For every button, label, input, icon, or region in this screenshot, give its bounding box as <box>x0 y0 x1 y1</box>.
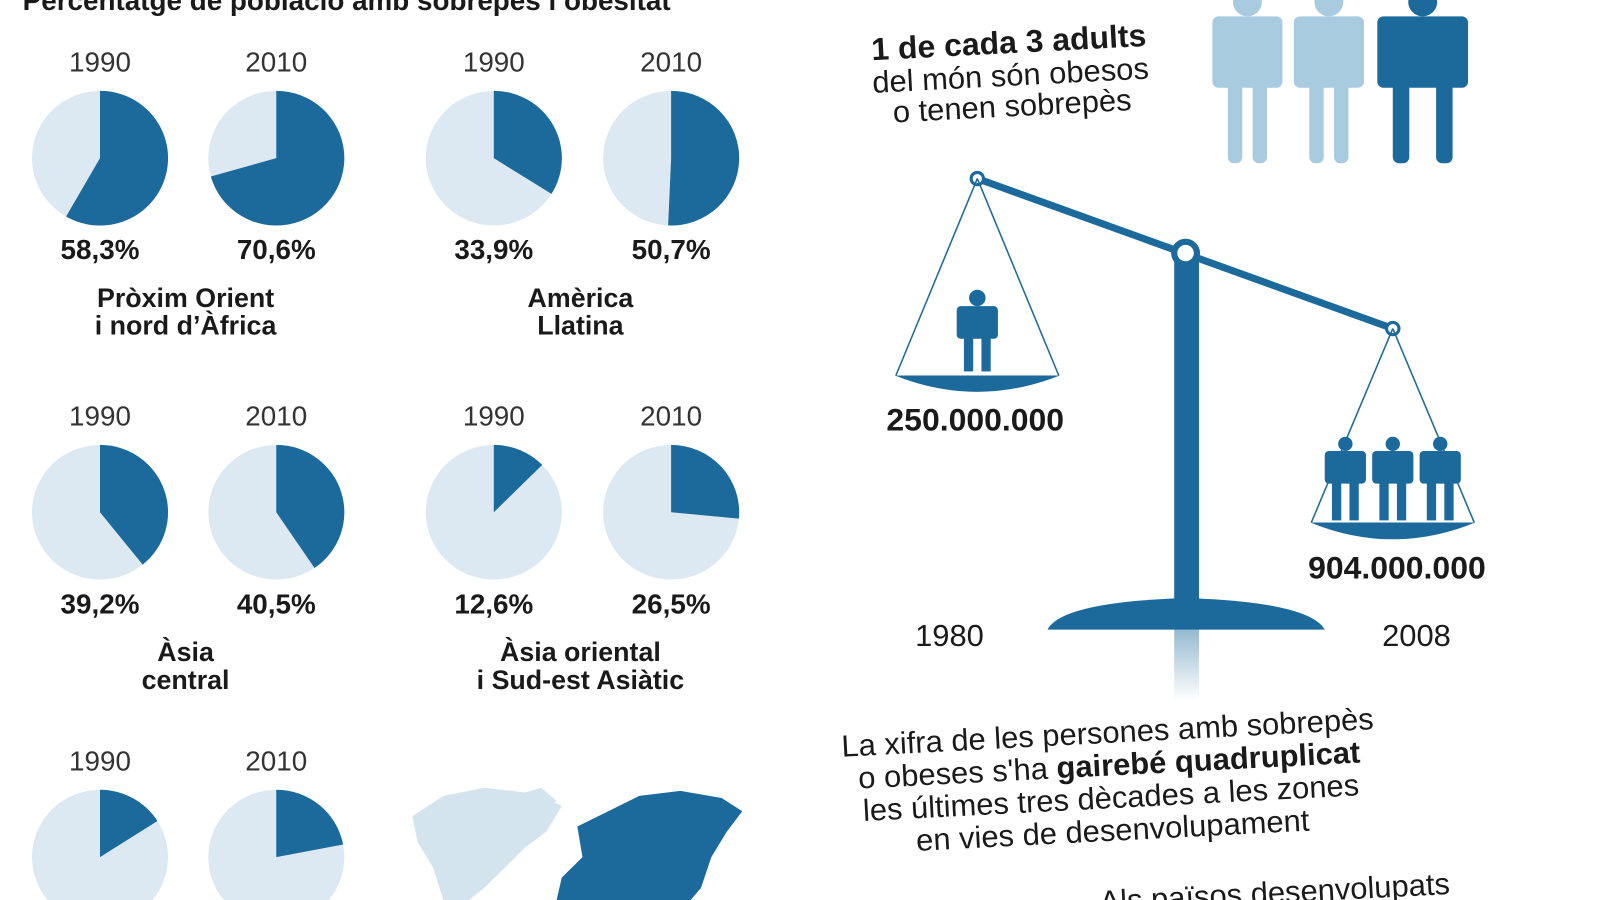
year-label: 1990 <box>463 401 525 432</box>
value-label: 58,3% <box>61 234 140 265</box>
right-year: 2008 <box>1382 618 1451 653</box>
year-label: 2010 <box>640 401 702 432</box>
headline: 1 de cada 3 adults del món són obesos o … <box>870 17 1149 129</box>
pie-slice <box>100 444 169 565</box>
region-label: Àsia <box>157 637 214 667</box>
note: La xifra de les persones amb sobrepès o … <box>841 701 1375 858</box>
left-year: 1980 <box>915 618 984 653</box>
pie-slice <box>276 444 345 568</box>
value-label: 70,6% <box>237 234 316 265</box>
year-label: 1990 <box>69 746 131 777</box>
year-label: 1990 <box>463 47 525 78</box>
year-label: 2010 <box>245 47 307 78</box>
pie-slice <box>210 90 345 226</box>
value-label: 33,9% <box>454 234 533 265</box>
year-label: 1990 <box>69 401 131 432</box>
pie-slice <box>100 789 158 858</box>
value-label: 50,7% <box>632 234 711 265</box>
region-label: Amèrica <box>528 283 634 313</box>
region-label: i Sud-est Asiàtic <box>477 665 685 695</box>
right-value: 904.000.000 <box>1308 550 1486 586</box>
world-map <box>412 787 743 900</box>
year-label: 1990 <box>69 47 131 78</box>
value-label: 39,2% <box>61 588 140 619</box>
year-label: 2010 <box>245 746 307 777</box>
year-label: 2010 <box>640 47 702 78</box>
region-label: Llatina <box>537 311 624 341</box>
balance-scale <box>894 170 1476 702</box>
pie-slice <box>66 90 169 226</box>
region-label: Pròxim Orient <box>97 283 274 313</box>
region-label: Àsia oriental <box>500 637 661 667</box>
value-label: 26,5% <box>632 588 711 619</box>
value-label: 12,6% <box>454 588 533 619</box>
value-label: 40,5% <box>237 588 316 619</box>
left-value: 250.000.000 <box>886 402 1064 438</box>
pie-slice <box>671 444 740 519</box>
region-label: central <box>142 665 230 695</box>
people-icons <box>1212 0 1469 164</box>
pie-slice <box>493 444 543 513</box>
footer: Als països desenvolupats <box>1099 866 1451 900</box>
pie-slice <box>276 789 344 858</box>
heading: Percentatge de població amb sobrepès i o… <box>23 0 671 16</box>
year-label: 2010 <box>245 401 307 432</box>
region-label: i nord d’Àfrica <box>95 311 277 341</box>
pie-slice <box>493 90 562 194</box>
pie-slice <box>668 90 740 226</box>
